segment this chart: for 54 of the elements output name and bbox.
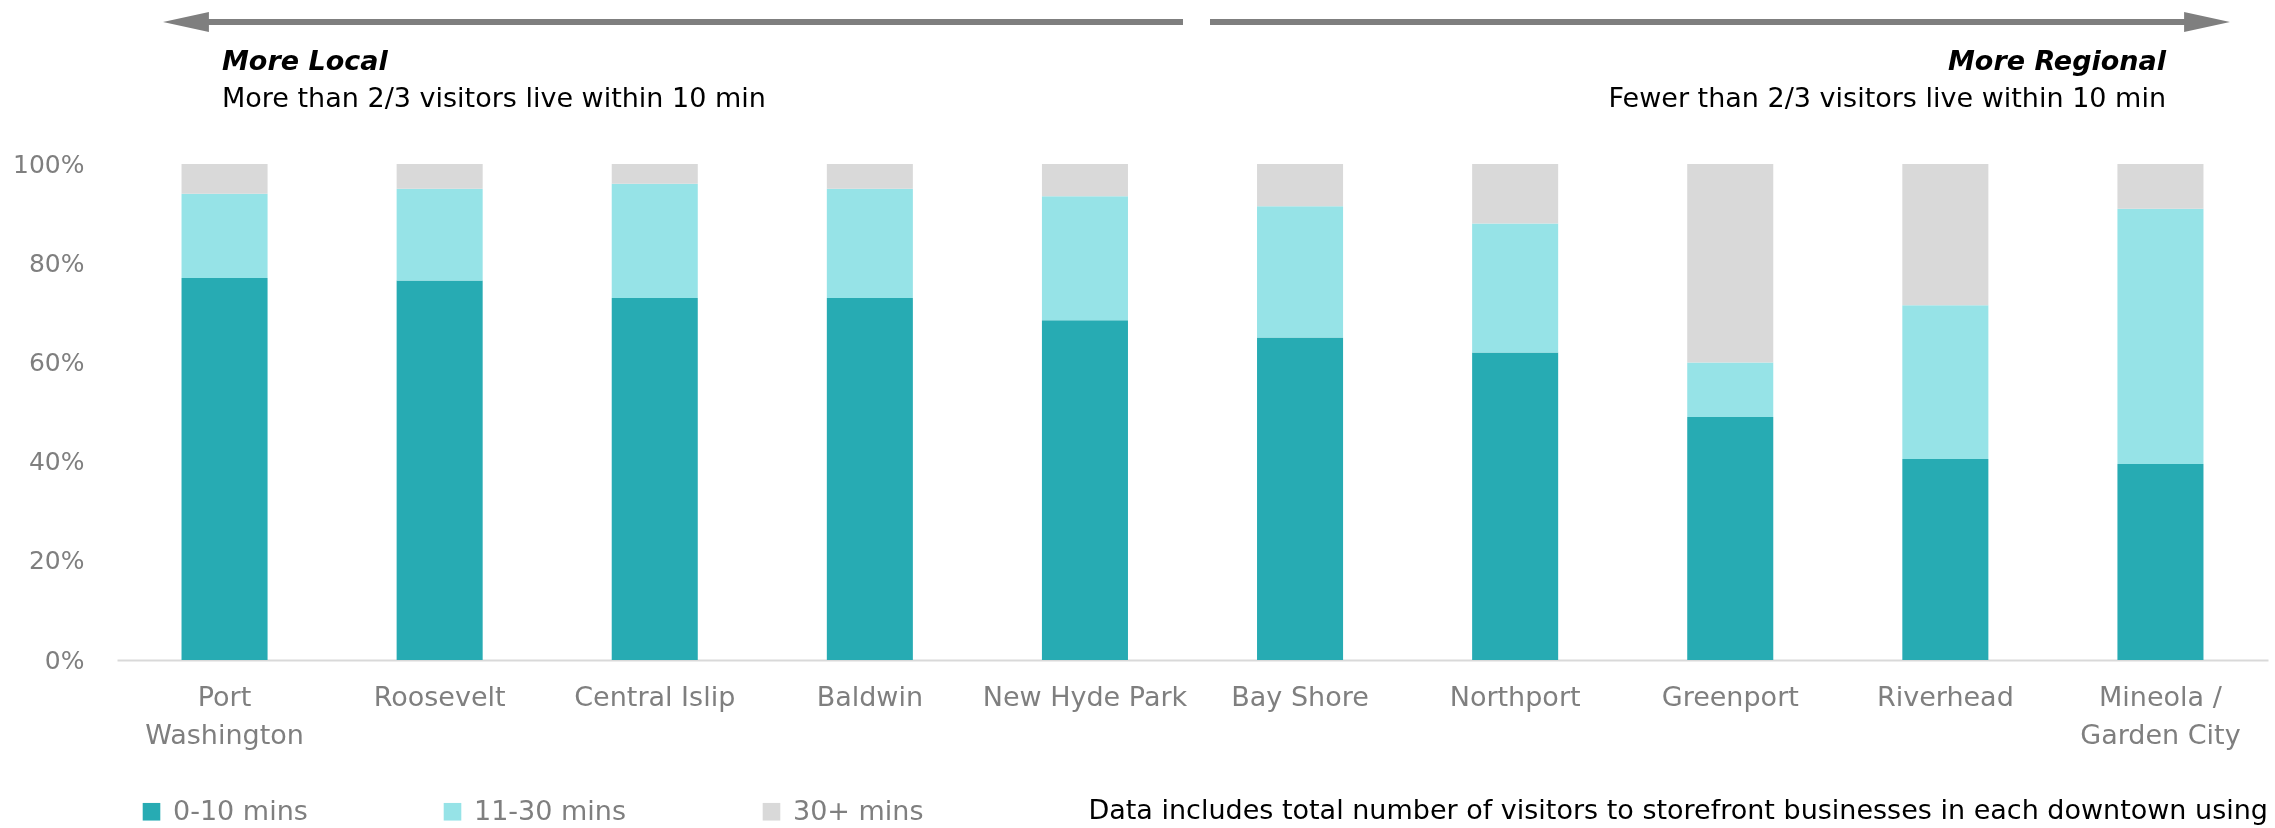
bar xyxy=(2117,208,2204,465)
bar xyxy=(611,164,698,184)
bar xyxy=(1472,352,1559,660)
x-tick-label: Central Islip xyxy=(574,680,736,712)
bar xyxy=(1257,206,1344,338)
text: Fewer than 2/3 visitors live within 10 min xyxy=(1608,82,2166,113)
bar xyxy=(611,183,698,298)
bar xyxy=(1257,164,1344,207)
x-tick-label: Northport xyxy=(1449,680,1581,712)
y-tick-label: 60% xyxy=(28,347,85,377)
x-tick-label: Riverhead xyxy=(1876,680,2014,712)
bar xyxy=(1902,459,1989,660)
bar xyxy=(2117,164,2204,209)
bar xyxy=(1902,164,1989,306)
text: More Regional xyxy=(1947,45,2167,76)
y-tick-label: 100% xyxy=(13,149,85,179)
bar xyxy=(2117,464,2204,660)
text: More than 2/3 visitors live within 10 min xyxy=(222,82,766,113)
bar xyxy=(1687,362,1774,417)
x-tick-label: Greenport xyxy=(1661,680,1799,712)
bar xyxy=(826,188,913,298)
bar xyxy=(181,278,268,660)
bar xyxy=(1041,164,1128,197)
bar xyxy=(396,188,483,281)
y-tick-label: 80% xyxy=(28,248,85,278)
bar xyxy=(1257,337,1344,660)
legend-label: 30+ mins xyxy=(793,794,924,826)
y-tick-label: 40% xyxy=(28,447,85,477)
x-tick-label: Mineola / Garden City xyxy=(2080,680,2241,750)
x-tick-label: Port Washington xyxy=(145,680,304,750)
bar xyxy=(181,164,268,194)
bar xyxy=(1041,320,1128,660)
bar xyxy=(1687,416,1774,660)
bar xyxy=(826,164,913,189)
bar xyxy=(396,280,483,660)
bar xyxy=(1472,164,1559,224)
bar xyxy=(396,164,483,189)
x-tick-label: Baldwin xyxy=(816,680,924,712)
bar xyxy=(826,297,913,660)
x-tick-label: New Hyde Park xyxy=(982,680,1188,712)
text: Data includes total number of visitors to storefront businesses in each downtown using xyxy=(1088,794,2268,825)
bar xyxy=(1902,305,1989,460)
legend-label: 0-10 mins xyxy=(173,794,308,826)
x-tick-label: Roosevelt xyxy=(373,680,506,712)
bar xyxy=(1472,223,1559,353)
x-tick-label: Bay Shore xyxy=(1231,680,1369,712)
y-tick-label: 0% xyxy=(44,645,85,675)
y-tick-label: 20% xyxy=(28,546,85,576)
bar xyxy=(611,297,698,660)
bar xyxy=(1041,196,1128,321)
legend-label: 11-30 mins xyxy=(474,794,627,826)
bar xyxy=(1687,164,1774,363)
bar xyxy=(181,193,268,279)
text: More Local xyxy=(222,45,389,76)
